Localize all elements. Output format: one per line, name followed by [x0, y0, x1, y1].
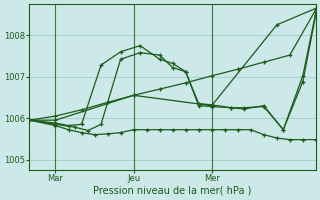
X-axis label: Pression niveau de la mer( hPa ): Pression niveau de la mer( hPa ) [93, 186, 252, 196]
